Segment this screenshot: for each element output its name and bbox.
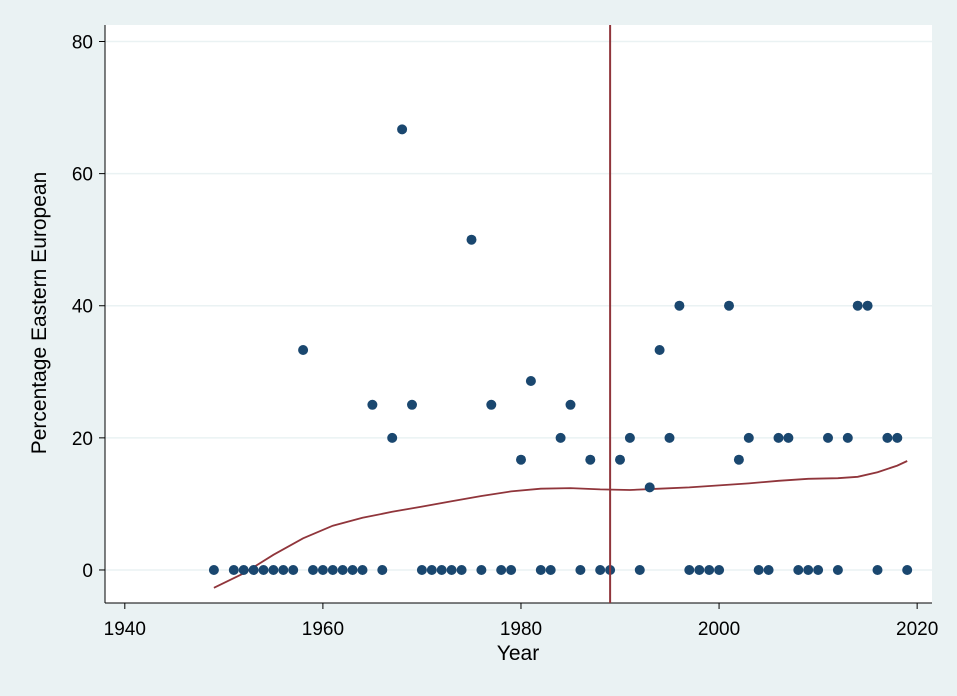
data-point <box>852 300 863 311</box>
data-point <box>704 565 715 575</box>
data-point <box>585 454 596 465</box>
data-point <box>862 300 873 311</box>
data-point <box>426 565 437 575</box>
fit-line <box>213 460 908 589</box>
data-point <box>476 565 487 575</box>
data-point <box>258 565 269 575</box>
data-point <box>882 432 893 443</box>
data-point <box>684 565 695 575</box>
x-ticks: 1940 1960 1980 2000 2020 <box>104 603 938 640</box>
data-point <box>407 399 417 410</box>
y-ticks: 0 20 40 60 80 <box>72 33 105 582</box>
data-point <box>832 565 843 575</box>
data-point <box>377 565 388 575</box>
data-point <box>248 565 259 575</box>
data-point <box>357 565 368 575</box>
x-tick-label: 1960 <box>302 619 344 640</box>
data-point <box>387 432 398 443</box>
data-point <box>575 565 586 575</box>
data-point <box>288 565 299 575</box>
x-tick-label: 1940 <box>104 619 146 640</box>
data-point <box>813 565 824 575</box>
data-point <box>525 376 536 386</box>
data-point <box>733 454 744 465</box>
data-point <box>902 565 913 575</box>
data-point <box>496 565 507 575</box>
data-point <box>327 565 338 575</box>
data-point <box>238 565 249 575</box>
x-tick-label: 2020 <box>896 619 938 640</box>
y-axis-title: Percentage Eastern European <box>28 172 51 455</box>
data-point <box>337 565 348 575</box>
data-point <box>298 345 309 355</box>
data-point <box>674 300 685 311</box>
data-point <box>763 565 774 575</box>
data-point <box>783 432 794 443</box>
y-tick-label: 0 <box>82 561 93 582</box>
data-point <box>842 432 853 443</box>
plot-area <box>105 25 932 603</box>
x-tick-label: 1980 <box>500 619 542 640</box>
data-point <box>516 454 526 465</box>
data-point <box>397 124 408 135</box>
data-point <box>624 432 635 443</box>
data-point <box>743 432 754 443</box>
x-axis-title: Year <box>497 642 539 665</box>
data-point <box>268 565 279 575</box>
data-point <box>654 345 665 355</box>
data-point <box>545 565 556 575</box>
data-point <box>555 432 566 443</box>
data-point <box>367 399 378 410</box>
data-point <box>565 399 576 410</box>
data-point <box>714 565 725 575</box>
data-point <box>753 565 764 575</box>
data-point <box>228 565 239 575</box>
y-tick-label: 40 <box>72 297 93 318</box>
data-point <box>506 565 517 575</box>
data-point <box>823 432 833 443</box>
data-point <box>892 432 903 443</box>
data-point <box>208 565 219 575</box>
x-tick-label: 2000 <box>698 619 740 640</box>
data-point <box>872 565 883 575</box>
data-point <box>615 454 625 465</box>
data-point <box>436 565 447 575</box>
data-point <box>803 565 814 575</box>
data-point <box>724 300 734 311</box>
y-tick-label: 80 <box>72 33 93 54</box>
points-layer <box>208 124 913 575</box>
data-point <box>793 565 804 575</box>
data-point <box>773 432 784 443</box>
data-point <box>446 565 457 575</box>
y-tick-label: 20 <box>72 429 93 450</box>
data-point <box>347 565 358 575</box>
data-point <box>664 432 675 443</box>
fit-line-layer <box>213 460 908 589</box>
data-point <box>595 565 606 575</box>
data-point <box>694 565 705 575</box>
data-point <box>317 565 328 575</box>
data-point <box>644 482 655 493</box>
data-point <box>416 565 427 575</box>
data-point <box>308 565 318 575</box>
y-tick-label: 60 <box>72 165 93 186</box>
data-point <box>456 565 467 575</box>
data-point <box>486 399 497 410</box>
data-point <box>466 234 477 245</box>
data-point <box>535 565 546 575</box>
data-point <box>278 565 289 575</box>
data-point <box>634 565 645 575</box>
